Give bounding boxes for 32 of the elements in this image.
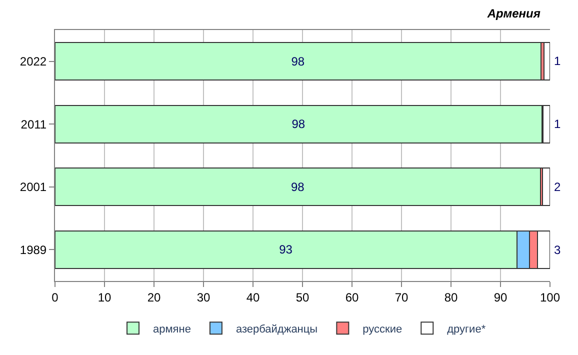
bar	[55, 168, 542, 206]
x-tick-label: 70	[394, 290, 408, 304]
data-label: 1	[554, 117, 561, 131]
legend-label: армяне	[153, 323, 191, 336]
bar	[55, 42, 542, 81]
legend-label: другие*	[447, 323, 486, 336]
data-label: 2	[554, 180, 561, 194]
data-label: 93	[279, 242, 293, 257]
data-label: 98	[292, 117, 306, 132]
bar	[542, 168, 550, 206]
y-tick-label: 2022	[20, 54, 47, 69]
chart-title: Армения	[486, 6, 540, 20]
bar	[544, 42, 550, 81]
x-tick-label: 60	[345, 290, 359, 304]
x-tick-label: 0	[52, 290, 59, 304]
data-label: 3	[554, 243, 561, 257]
x-tick-label: 100	[540, 290, 560, 304]
legend-label: русские	[362, 323, 402, 336]
data-label: 98	[290, 180, 305, 194]
x-tick-label: 40	[246, 290, 260, 304]
x-tick-label: 30	[196, 290, 210, 304]
legend-label: азербайджанцы	[236, 323, 318, 336]
y-tick-label: 2001	[20, 180, 47, 194]
y-tick-label: 2011	[20, 117, 47, 132]
x-tick-label: 90	[494, 290, 508, 304]
data-label: 1	[554, 54, 561, 68]
x-tick-label: 80	[444, 290, 458, 304]
x-tick-label: 20	[147, 290, 161, 304]
x-tick-label: 50	[296, 290, 310, 304]
y-tick-label: 1989	[20, 242, 47, 257]
x-tick-label: 10	[98, 290, 112, 304]
data-label: 98	[291, 54, 305, 68]
